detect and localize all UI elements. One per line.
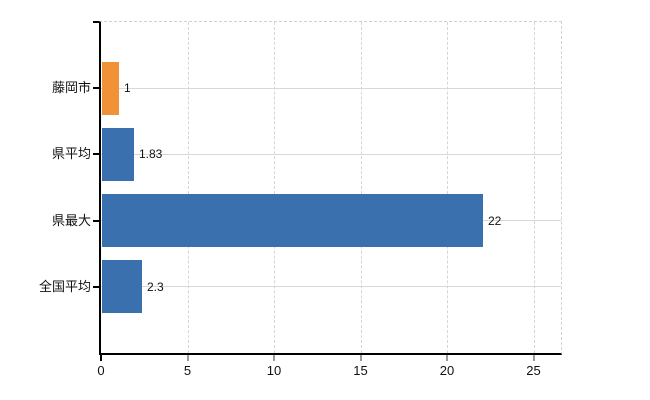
gridline-horizontal	[101, 286, 561, 288]
y-axis-tick	[93, 87, 99, 90]
y-axis-category-label: 県平均	[51, 146, 91, 162]
bar-藤岡市[interactable]	[102, 61, 119, 115]
gridline-vertical	[360, 22, 362, 353]
x-axis-tick	[532, 355, 535, 361]
y-axis-category-label: 県最大	[51, 212, 91, 228]
gridline-vertical	[187, 22, 189, 353]
gridline-horizontal	[101, 87, 561, 89]
x-axis-tick	[100, 355, 102, 361]
plot-area: 1 1.83 22 2.3 藤岡市県平均県最大全国平均 0 5 10 15 20 25	[39, 21, 562, 378]
bar-value-label: 1.83	[139, 147, 163, 162]
x-axis-tick-label: 5	[183, 363, 192, 378]
x-axis-tick-label: 25	[526, 363, 541, 378]
gridline-vertical	[533, 22, 535, 353]
y-axis-tick	[93, 285, 99, 288]
bar-県平均[interactable]	[102, 127, 134, 181]
bar-全国平均[interactable]	[102, 260, 142, 314]
x-axis-tick	[446, 355, 448, 361]
gridline-vertical	[274, 22, 275, 353]
y-axis-tick	[93, 219, 99, 222]
bar-value-label: 22	[488, 213, 502, 228]
x-axis-tick	[273, 355, 275, 361]
y-axis-category-label: 藤岡市	[51, 80, 91, 96]
gridline-horizontal	[101, 153, 561, 155]
x-axis-tick-label: 10	[266, 363, 282, 378]
x-axis-tick-label: 0	[97, 363, 105, 378]
x-axis-tick-label: 15	[353, 363, 368, 378]
bar-value-label: 2.3	[147, 279, 164, 294]
x-axis-tick	[359, 355, 362, 361]
y-axis-category-label: 全国平均	[38, 278, 91, 294]
gridline-vertical	[447, 22, 448, 353]
y-axis-tick	[93, 153, 99, 156]
y-axis-top-cap-tick	[93, 21, 99, 23]
bar-県最大[interactable]	[102, 194, 483, 248]
x-axis-tick-label: 20	[439, 363, 455, 378]
bar-value-label: 1	[124, 81, 131, 96]
x-axis-tick	[186, 355, 189, 361]
